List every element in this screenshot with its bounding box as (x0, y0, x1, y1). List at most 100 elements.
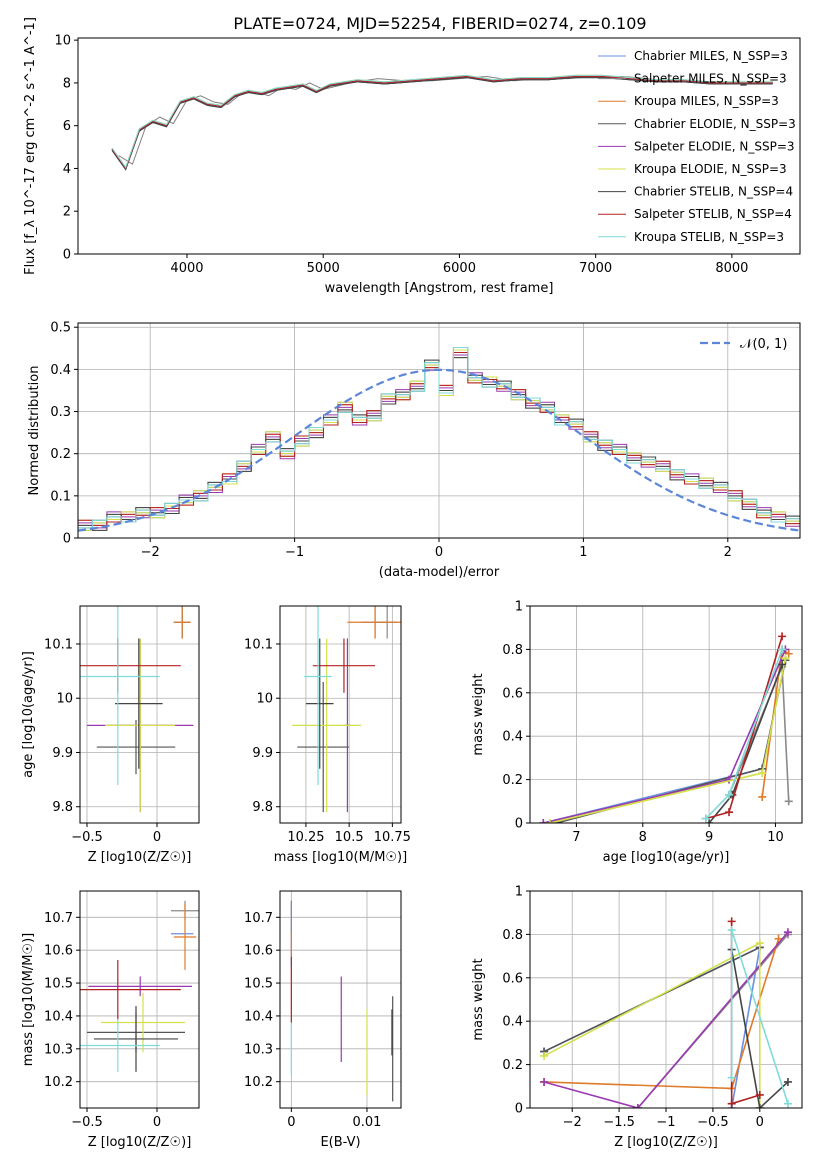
y-tick-label: 0.2 (502, 773, 523, 788)
weight-marker (755, 939, 764, 948)
axes-frame (77, 37, 801, 255)
weight-marker (633, 1104, 642, 1108)
y-axis-label: Normed distribution (27, 366, 42, 496)
plot-area-weight_vs_age (539, 632, 793, 823)
histogram-step (78, 346, 800, 529)
y-tick-label: 9.9 (52, 746, 73, 761)
plot-area-mass_vs_Z (80, 900, 199, 1072)
axes-frame (79, 605, 200, 824)
y-tick-label: 0.3 (50, 405, 71, 420)
weight-line (730, 949, 789, 1108)
plot-area-mass_vs_ebv (290, 900, 394, 1102)
x-tick-label: 9 (705, 830, 713, 845)
y-tick-label: 0.2 (50, 447, 71, 462)
y-tick-label: 9.8 (52, 800, 73, 815)
weight-marker (755, 1090, 764, 1099)
legend-label: Kroupa ELODIE, N_SSP=3 (634, 162, 787, 176)
legend-label: Salpeter STELIB, N_SSP=4 (634, 207, 792, 221)
x-tick-label: 5000 (307, 261, 340, 276)
x-tick-label: −0.5 (71, 830, 103, 845)
y-tick-label: 10 (54, 34, 71, 49)
weight-marker (540, 1077, 549, 1086)
legend-label: Chabrier MILES, N_SSP=3 (634, 49, 788, 63)
x-tick-label: 6000 (443, 261, 476, 276)
x-tick-label: 8000 (715, 261, 748, 276)
x-tick-label: 0.01 (352, 1115, 381, 1130)
x-tick-label: 7000 (579, 261, 612, 276)
plot-area-age_vs_mass (292, 606, 401, 813)
legend-label: Salpeter ELODIE, N_SSP=3 (634, 139, 795, 153)
plot-area-residuals (78, 346, 800, 532)
y-tick-label: 0.5 (50, 321, 71, 336)
y-tick-label: 0 (63, 248, 71, 263)
x-tick-label: 10.5 (335, 830, 364, 845)
axes-frame (79, 890, 200, 1109)
x-tick-label: −0.5 (697, 1115, 729, 1130)
x-tick-label: 0 (153, 830, 161, 845)
panel-age_vs_mass: 10.25 10.5 10.75 9.8 9.9 10 10.1 mass [log10(M/… (244, 605, 411, 865)
panel-weight_vs_Z: −2 −1.5 −1 −0.5 0 0 0.2 0.4 0.6 0.8 1 Z [log10(Z/Z☉… (471, 885, 803, 1150)
y-tick-label: 10.3 (244, 1042, 273, 1057)
y-tick-label: 0.4 (50, 363, 71, 378)
y-tick-label: 0.1 (50, 489, 71, 504)
data-line (118, 75, 651, 165)
weight-marker (705, 819, 714, 823)
x-tick-label: 0 (756, 1115, 764, 1130)
axes-frame (279, 890, 402, 1109)
y-axis-label: mass weight (471, 673, 486, 755)
weight-marker (778, 645, 787, 654)
y-tick-label: 0.8 (502, 643, 523, 658)
weight-marker (784, 797, 793, 806)
y-tick-label: 9.8 (252, 800, 273, 815)
x-tick-label: 0 (287, 1115, 295, 1130)
weight-marker (783, 1099, 792, 1108)
y-axis-label: age [log10(age/yr)] (21, 651, 36, 778)
x-tick-label: 10.25 (287, 830, 324, 845)
weight-marker (727, 1099, 736, 1108)
y-tick-label: 10.5 (244, 977, 273, 992)
y-tick-label: 10.3 (44, 1042, 73, 1057)
panel-mass_vs_ebv: 0 0.01 10.2 10.3 10.4 10.5 10.6 10.7 E(B-V) (244, 890, 402, 1150)
y-tick-label: 10.1 (244, 637, 273, 652)
legend-label: Chabrier ELODIE, N_SSP=3 (634, 117, 796, 131)
legend-label: Chabrier STELIB, N_SSP=4 (634, 185, 793, 199)
weight-marker (725, 808, 734, 817)
model-line (111, 74, 773, 169)
x-axis-label: mass [log10(M/M☉)] (274, 850, 407, 865)
y-tick-label: 9.9 (252, 746, 273, 761)
y-tick-label: 0 (515, 1102, 523, 1117)
y-tick-label: 8 (63, 76, 71, 91)
weight-marker (781, 654, 790, 663)
y-tick-label: 6 (63, 119, 71, 134)
x-tick-label: −2 (141, 545, 160, 560)
y-tick-label: 1 (515, 600, 523, 615)
x-tick-label: −1 (656, 1115, 675, 1130)
weight-marker (778, 660, 787, 669)
weight-marker (758, 769, 767, 778)
gaussian-curve (78, 368, 800, 532)
y-tick-label: 0.4 (502, 730, 523, 745)
weight-marker (701, 814, 710, 823)
weight-marker (758, 792, 767, 801)
legend-label: 𝒩(0, 1) (740, 337, 787, 352)
y-tick-label: 1 (515, 885, 523, 900)
y-tick-label: 10.7 (44, 911, 73, 926)
x-axis-label: E(B-V) (320, 1135, 360, 1150)
y-tick-label: 0.2 (502, 1058, 523, 1073)
x-tick-label: 8 (639, 830, 647, 845)
x-tick-label: −1.5 (603, 1115, 635, 1130)
y-axis-label: Flux [f_λ 10^-17 erg cm^-2 s^-1 A^-1] (23, 17, 38, 275)
plot-area-weight_vs_Z (540, 917, 792, 1108)
plot-area-spectrum (111, 74, 773, 171)
x-tick-label: −2 (563, 1115, 582, 1130)
x-tick-label: 0 (153, 1115, 161, 1130)
weight-marker (778, 632, 787, 641)
y-tick-label: 2 (63, 205, 71, 220)
legend-label: Kroupa MILES, N_SSP=3 (634, 94, 779, 108)
weight-line (543, 931, 789, 1108)
y-axis-label: mass [log10(M/M☉)] (21, 933, 36, 1066)
y-tick-label: 10.4 (44, 1009, 73, 1024)
weight-marker (539, 819, 548, 823)
x-axis-label: Z [log10(Z/Z☉)] (88, 850, 192, 865)
weight-marker (784, 649, 793, 658)
